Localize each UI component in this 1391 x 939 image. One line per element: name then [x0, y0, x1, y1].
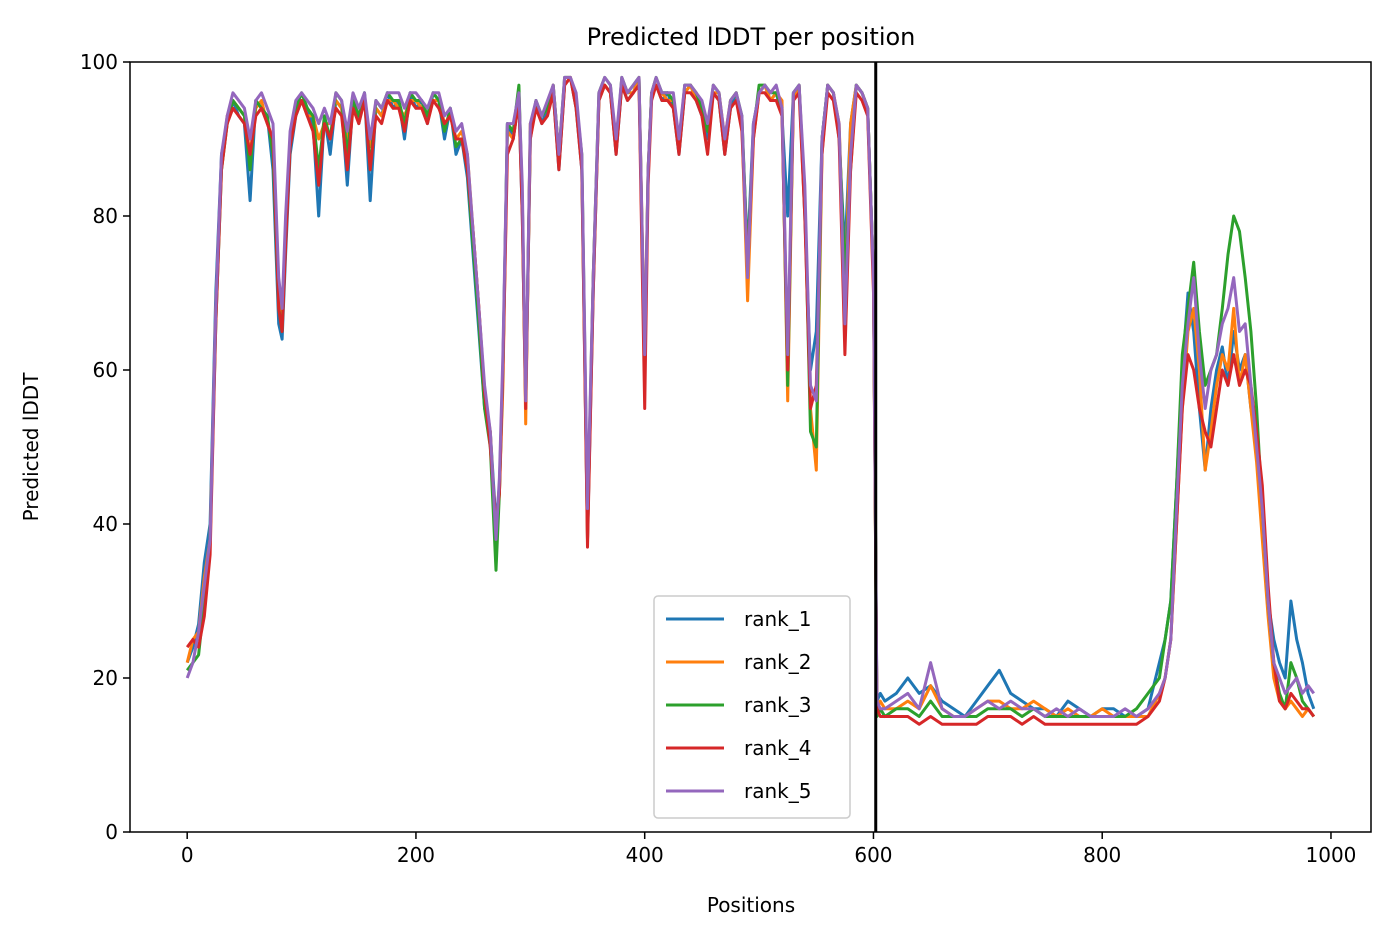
plot-frame	[129, 61, 1372, 833]
legend-label-rank_2: rank_2	[744, 650, 811, 674]
x-axis: 0 200 400 600 800 1000	[181, 832, 1357, 867]
y-axis: 0 20 40 60 80 100	[80, 50, 130, 844]
legend-label-rank_5: rank_5	[744, 779, 811, 803]
x-tick-label: 400	[626, 843, 664, 867]
y-tick-label: 0	[105, 820, 118, 844]
x-tick-label: 200	[397, 843, 435, 867]
y-tick-label: 80	[93, 204, 118, 228]
x-axis-label: Positions	[707, 893, 795, 917]
series-line-rank_4	[185, 75, 1316, 726]
y-tick-label: 60	[93, 358, 118, 382]
y-axis-label: Predicted lDDT	[19, 372, 43, 522]
y-tick-label: 40	[93, 512, 118, 536]
legend-label-rank_3: rank_3	[744, 693, 811, 717]
x-tick-label: 600	[854, 843, 892, 867]
y-tick-label: 100	[80, 50, 118, 74]
legend-label-rank_1: rank_1	[744, 607, 811, 631]
series-lines	[185, 75, 1316, 726]
legend-box	[653, 595, 851, 819]
x-tick-label: 1000	[1306, 843, 1357, 867]
legend-label-rank_4: rank_4	[744, 736, 811, 760]
x-tick-label: 800	[1083, 843, 1121, 867]
chart-title: Predicted lDDT per position	[587, 23, 916, 51]
series-line-rank_5	[185, 75, 1316, 718]
x-tick-label: 0	[181, 843, 194, 867]
y-tick-label: 20	[93, 666, 118, 690]
legend: rank_1 rank_2 rank_3 rank_4 rank_5	[653, 595, 851, 819]
